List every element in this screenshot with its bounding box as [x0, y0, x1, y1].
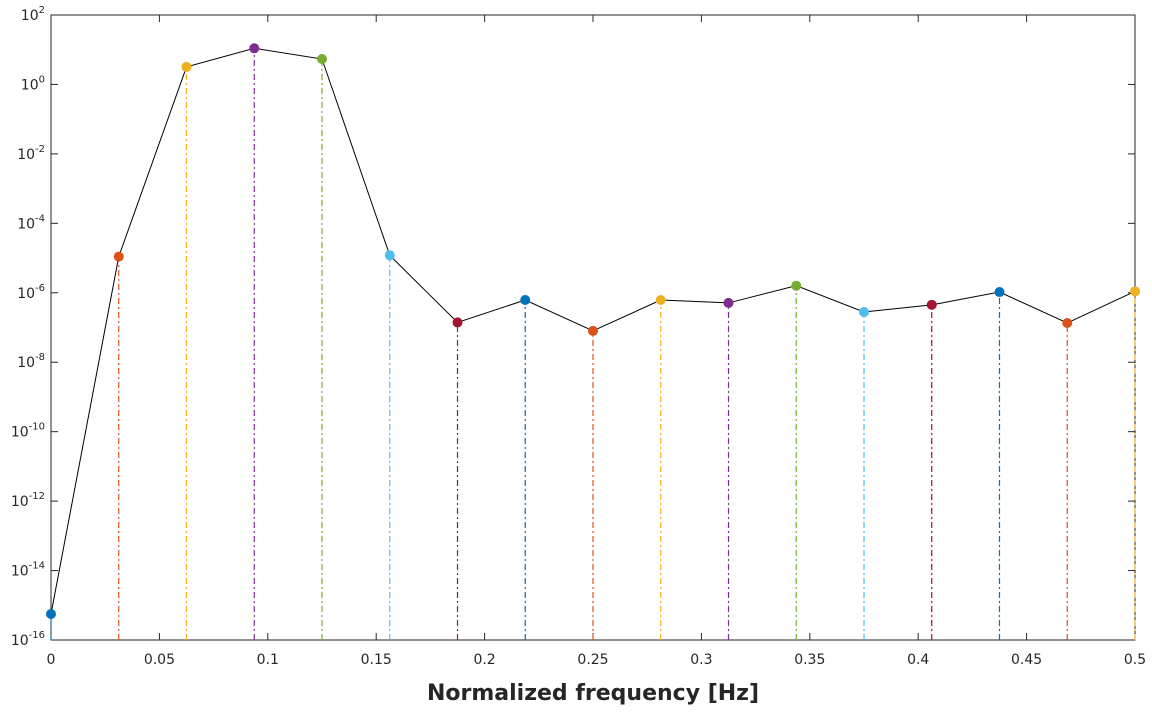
y-tick-label: 10-16	[11, 630, 45, 649]
marker	[520, 294, 531, 305]
marker	[113, 251, 124, 262]
y-tick-label: 10-2	[17, 144, 45, 163]
x-tick-label: 0.1	[257, 652, 279, 668]
x-tick-label: 0.45	[1011, 652, 1042, 668]
marker	[1062, 317, 1073, 328]
marker	[249, 43, 260, 54]
marker	[791, 280, 802, 291]
marker	[384, 250, 395, 261]
marker	[994, 287, 1005, 298]
marker	[452, 317, 463, 328]
y-tick-label: 10-4	[17, 213, 45, 232]
marker	[1130, 286, 1140, 297]
y-tick-label: 10-8	[17, 352, 45, 371]
y-tick-label: 102	[21, 5, 45, 24]
x-tick-label: 0	[47, 652, 56, 668]
y-tick-label: 10-14	[11, 561, 45, 580]
x-tick-label: 0.3	[690, 652, 712, 668]
x-tick-label: 0.4	[907, 652, 929, 668]
marker	[46, 609, 56, 620]
marker	[926, 299, 937, 310]
x-tick-label: 0.5	[1124, 652, 1146, 668]
y-tick-label: 10-10	[11, 422, 45, 441]
y-tick-label: 10-6	[17, 283, 45, 302]
x-tick-label: 0.15	[361, 652, 392, 668]
marker	[181, 61, 192, 72]
x-tick-label: 0.2	[473, 652, 495, 668]
marker	[588, 325, 598, 336]
x-tick-label: 0.35	[794, 652, 825, 668]
x-axis-label: Normalized frequency [Hz]	[427, 681, 759, 706]
marker	[317, 54, 327, 65]
marker	[655, 294, 666, 305]
marker	[859, 306, 869, 317]
x-tick-label: 0.05	[144, 652, 175, 668]
y-tick-label: 100	[21, 74, 45, 93]
y-tick-label: 10-12	[11, 491, 45, 510]
marker	[723, 297, 734, 308]
x-tick-label: 0.25	[577, 652, 608, 668]
